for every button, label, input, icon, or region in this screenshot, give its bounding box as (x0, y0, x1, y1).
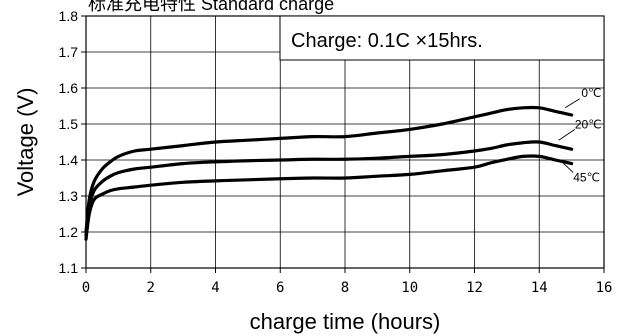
x-axis-label: charge time (hours) (250, 309, 441, 334)
series-leader-line (561, 161, 574, 173)
x-tick-label: 2 (147, 280, 155, 296)
chart-title: 标准充电特性 Standard charge (88, 0, 334, 14)
x-tick-label: 0 (82, 280, 90, 296)
series-label: 20℃ (575, 117, 602, 131)
x-tick-label: 6 (276, 280, 284, 296)
y-tick-label: 1.3 (59, 188, 79, 204)
y-tick-label: 1.7 (59, 44, 79, 60)
series-group: 0℃ 20℃ 45℃ (84, 86, 602, 241)
series-line (84, 105, 574, 234)
y-tick-label: 1.2 (59, 224, 79, 240)
y-tick-label: 1.1 (59, 260, 79, 276)
x-tick-label: 10 (401, 280, 418, 296)
y-tick-label: 1.6 (59, 80, 79, 96)
x-tick-label: 4 (211, 280, 219, 296)
annotation-text: Charge: 0.1C ×15hrs. (291, 30, 483, 52)
series-leader-line (564, 98, 580, 109)
annotation-box-frame (279, 15, 605, 61)
series-leader-line (558, 129, 576, 141)
x-tick-label: 12 (466, 280, 483, 296)
series-line (84, 140, 574, 238)
y-axis-label: Voltage (V) (13, 88, 38, 197)
ticks-group: 0 2 4 6 8 10 12 14 16 1.1 1.2 1.3 1.4 1.5 1.6 1.7 1.8 (59, 8, 613, 296)
y-tick-label: 1.5 (59, 116, 79, 132)
x-tick-label: 8 (341, 280, 349, 296)
annotation-box: Charge: 0.1C ×15hrs. (279, 15, 605, 61)
x-tick-label: 16 (596, 280, 613, 296)
series-line (84, 154, 574, 241)
y-tick-label: 1.8 (59, 8, 79, 24)
x-tick-label: 14 (531, 280, 548, 296)
y-tick-label: 1.4 (59, 152, 79, 168)
series-label: 0℃ (581, 86, 601, 100)
series-label: 45℃ (573, 171, 600, 185)
